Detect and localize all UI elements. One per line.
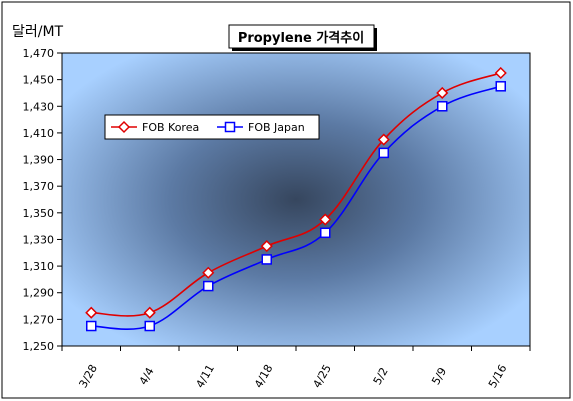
y-tick-label: 1,410 bbox=[23, 127, 55, 140]
series-lines bbox=[85, 66, 507, 332]
data-point-fob-korea bbox=[494, 66, 507, 80]
y-tick-label: 1,370 bbox=[23, 180, 55, 193]
data-point-fob-korea bbox=[260, 240, 273, 253]
data-point-fob-japan bbox=[378, 147, 389, 159]
legend-box bbox=[104, 114, 320, 140]
data-point-fob-japan bbox=[437, 101, 448, 112]
legend: FOB Korea FOB Japan bbox=[104, 114, 320, 140]
data-point-fob-korea bbox=[377, 133, 390, 146]
chart-title-box: Propylene 가격추이 bbox=[228, 24, 377, 51]
data-point-fob-korea bbox=[319, 213, 332, 226]
y-tick-label: 1,330 bbox=[23, 233, 55, 246]
plot-area bbox=[61, 52, 531, 347]
data-point-fob-korea bbox=[85, 306, 98, 319]
y-tick-label: 1,250 bbox=[23, 340, 55, 353]
data-point-fob-japan bbox=[203, 280, 214, 292]
data-point-fob-korea bbox=[202, 266, 215, 279]
legend-marker-fob-korea bbox=[117, 120, 131, 134]
data-point-fob-japan bbox=[86, 320, 97, 332]
data-point-fob-japan bbox=[261, 254, 272, 265]
y-tick-label: 1,350 bbox=[23, 207, 55, 220]
y-axis-label: 달러/MT bbox=[12, 24, 64, 40]
data-point-fob-korea bbox=[143, 306, 156, 319]
y-tick-label: 1,430 bbox=[23, 100, 55, 113]
data-point-fob-japan bbox=[495, 81, 506, 92]
data-point-fob-korea bbox=[436, 86, 449, 100]
y-tick-label: 1,290 bbox=[23, 287, 55, 300]
data-point-fob-japan bbox=[320, 227, 331, 239]
legend-label-fob-korea: FOB Korea bbox=[142, 121, 199, 134]
legend-marker-fob-japan bbox=[224, 121, 236, 133]
legend-label-fob-japan: FOB Japan bbox=[248, 121, 305, 134]
series-line-fob-japan bbox=[91, 85, 502, 330]
y-tick-label: 1,390 bbox=[23, 154, 55, 167]
data-point-fob-japan bbox=[144, 320, 155, 332]
y-tick-label: 1,450 bbox=[23, 74, 55, 87]
series-line-fob-korea bbox=[91, 72, 502, 317]
chart-title: Propylene 가격추이 bbox=[238, 30, 364, 46]
y-tick-label: 1,470 bbox=[23, 47, 55, 60]
y-tick-label: 1,270 bbox=[23, 313, 55, 326]
y-tick-label: 1,310 bbox=[23, 260, 55, 273]
